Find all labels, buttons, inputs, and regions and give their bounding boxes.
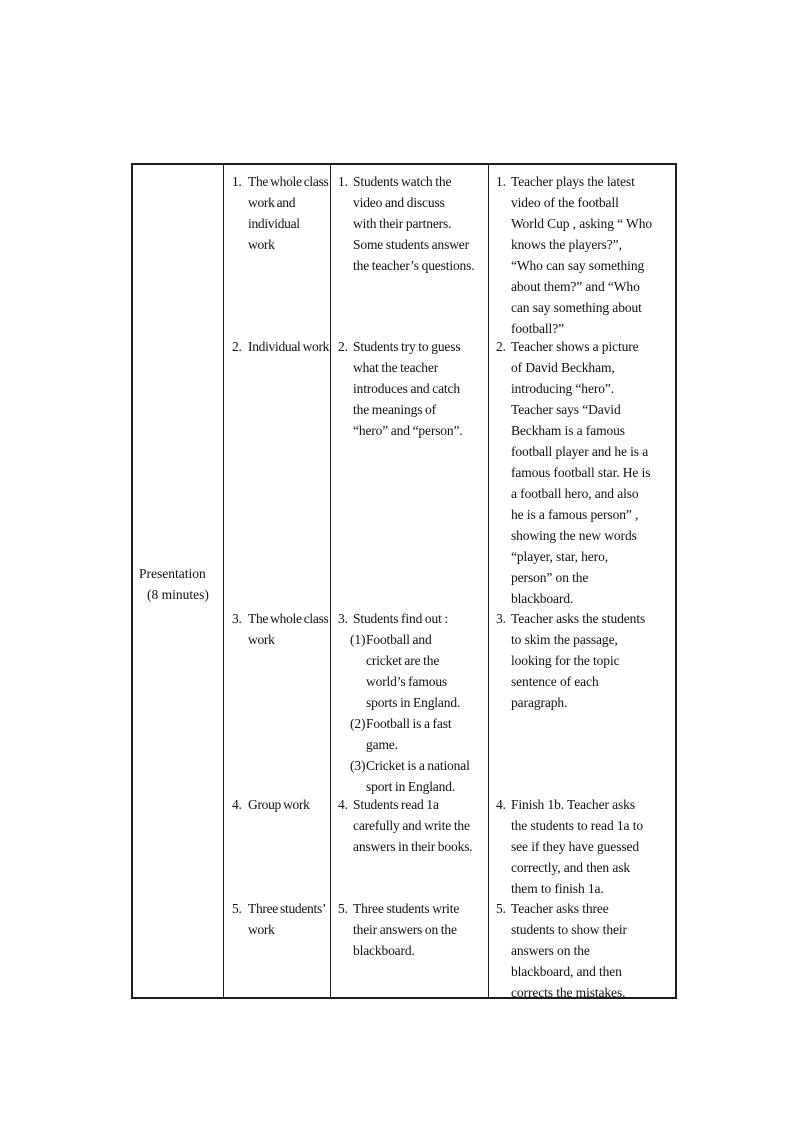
finding-item: (1) Football and cricket are the world’s… [350, 629, 486, 713]
subitem-text: Football is a fast game. [366, 716, 452, 752]
interaction-item: 1. The whole class work and individual w… [232, 171, 329, 255]
item-text: Students try to guess what the teacher i… [353, 339, 463, 438]
item-text: Teacher shows a picture of David Beckham… [511, 339, 651, 606]
item-text: Students find out : [353, 611, 449, 626]
item-text: Teacher asks three students to show thei… [511, 901, 627, 1000]
item-number: 4. [496, 797, 506, 812]
item-number: 2. [232, 339, 242, 354]
student-activity-item: 3. Students find out : (1) Football and … [338, 608, 486, 797]
item-text: The whole class work and individual work [248, 174, 329, 252]
column-divider [223, 165, 224, 997]
interaction-column: 1. The whole class work and individual w… [224, 165, 330, 997]
item-text: Individual work [248, 339, 330, 354]
subitem-marker: (2) [350, 716, 366, 731]
item-number: 3. [338, 611, 348, 626]
item-number: 3. [232, 611, 242, 626]
item-text: Three students write their answers on th… [353, 901, 460, 958]
item-number: 4. [232, 797, 242, 812]
item-number: 1. [338, 174, 348, 189]
interaction-item: 3. The whole class work [232, 608, 329, 650]
student-activity-column: 1. Students watch the video and discuss … [331, 165, 488, 997]
item-text: Three students’ work [248, 901, 327, 937]
item-number: 5. [232, 901, 242, 916]
item-text: Teacher asks the students to skim the pa… [511, 611, 646, 710]
item-text: The whole class work [248, 611, 329, 647]
student-activity-item: 5. Three students write their answers on… [338, 898, 486, 961]
teacher-activity-item: 5. Teacher asks three students to show t… [496, 898, 673, 1003]
finding-item: (2) Football is a fast game. [350, 713, 486, 755]
lesson-plan-table: Presentation (8 minutes) 1. The whole cl… [131, 163, 677, 1000]
item-number: 2. [496, 339, 506, 354]
item-text: Finish 1b. Teacher asks the students to … [511, 797, 643, 896]
student-activity-item: 4. Students read 1a carefully and write … [338, 794, 486, 857]
teacher-activity-item: 1. Teacher plays the latest video of the… [496, 171, 673, 339]
item-text: Students read 1a carefully and write the… [353, 797, 473, 854]
interaction-item: 5. Three students’ work [232, 898, 328, 940]
item-number: 4. [338, 797, 348, 812]
item-number: 3. [496, 611, 506, 626]
interaction-item: 4. Group work [232, 794, 328, 815]
teacher-activity-item: 3. Teacher asks the students to skim the… [496, 608, 673, 713]
subitem-marker: (3) [350, 758, 366, 773]
subitem-text: Football and cricket are the world’s fam… [366, 632, 461, 710]
item-text: Teacher plays the latest video of the fo… [511, 174, 652, 336]
interaction-item: 2. Individual work [232, 336, 330, 357]
student-activity-item: 1. Students watch the video and discuss … [338, 171, 486, 276]
subitem-marker: (1) [350, 632, 366, 647]
item-text: Students watch the video and discuss wit… [353, 174, 475, 273]
stage-cell: Presentation (8 minutes) [133, 563, 223, 605]
finding-item: (3) Cricket is a national sport in Engla… [350, 755, 486, 797]
item-number: 1. [496, 174, 506, 189]
column-divider [330, 165, 331, 997]
item-number: 1. [232, 174, 242, 189]
teacher-activity-column: 1. Teacher plays the latest video of the… [489, 165, 675, 1000]
item-number: 5. [338, 901, 348, 916]
item-number: 2. [338, 339, 348, 354]
item-number: 5. [496, 901, 506, 916]
stage-column: Presentation (8 minutes) [133, 165, 223, 997]
student-activity-item: 2. Students try to guess what the teache… [338, 336, 486, 441]
finding-list: (1) Football and cricket are the world’s… [350, 629, 486, 797]
item-text: Group work [248, 797, 310, 812]
teacher-activity-item: 2. Teacher shows a picture of David Beck… [496, 336, 673, 609]
subitem-text: Cricket is a national sport in England. [366, 758, 470, 794]
stage-duration: (8 minutes) [147, 587, 209, 602]
column-divider [488, 165, 489, 997]
teacher-activity-item: 4. Finish 1b. Teacher asks the students … [496, 794, 673, 899]
stage-title: Presentation [139, 566, 206, 581]
